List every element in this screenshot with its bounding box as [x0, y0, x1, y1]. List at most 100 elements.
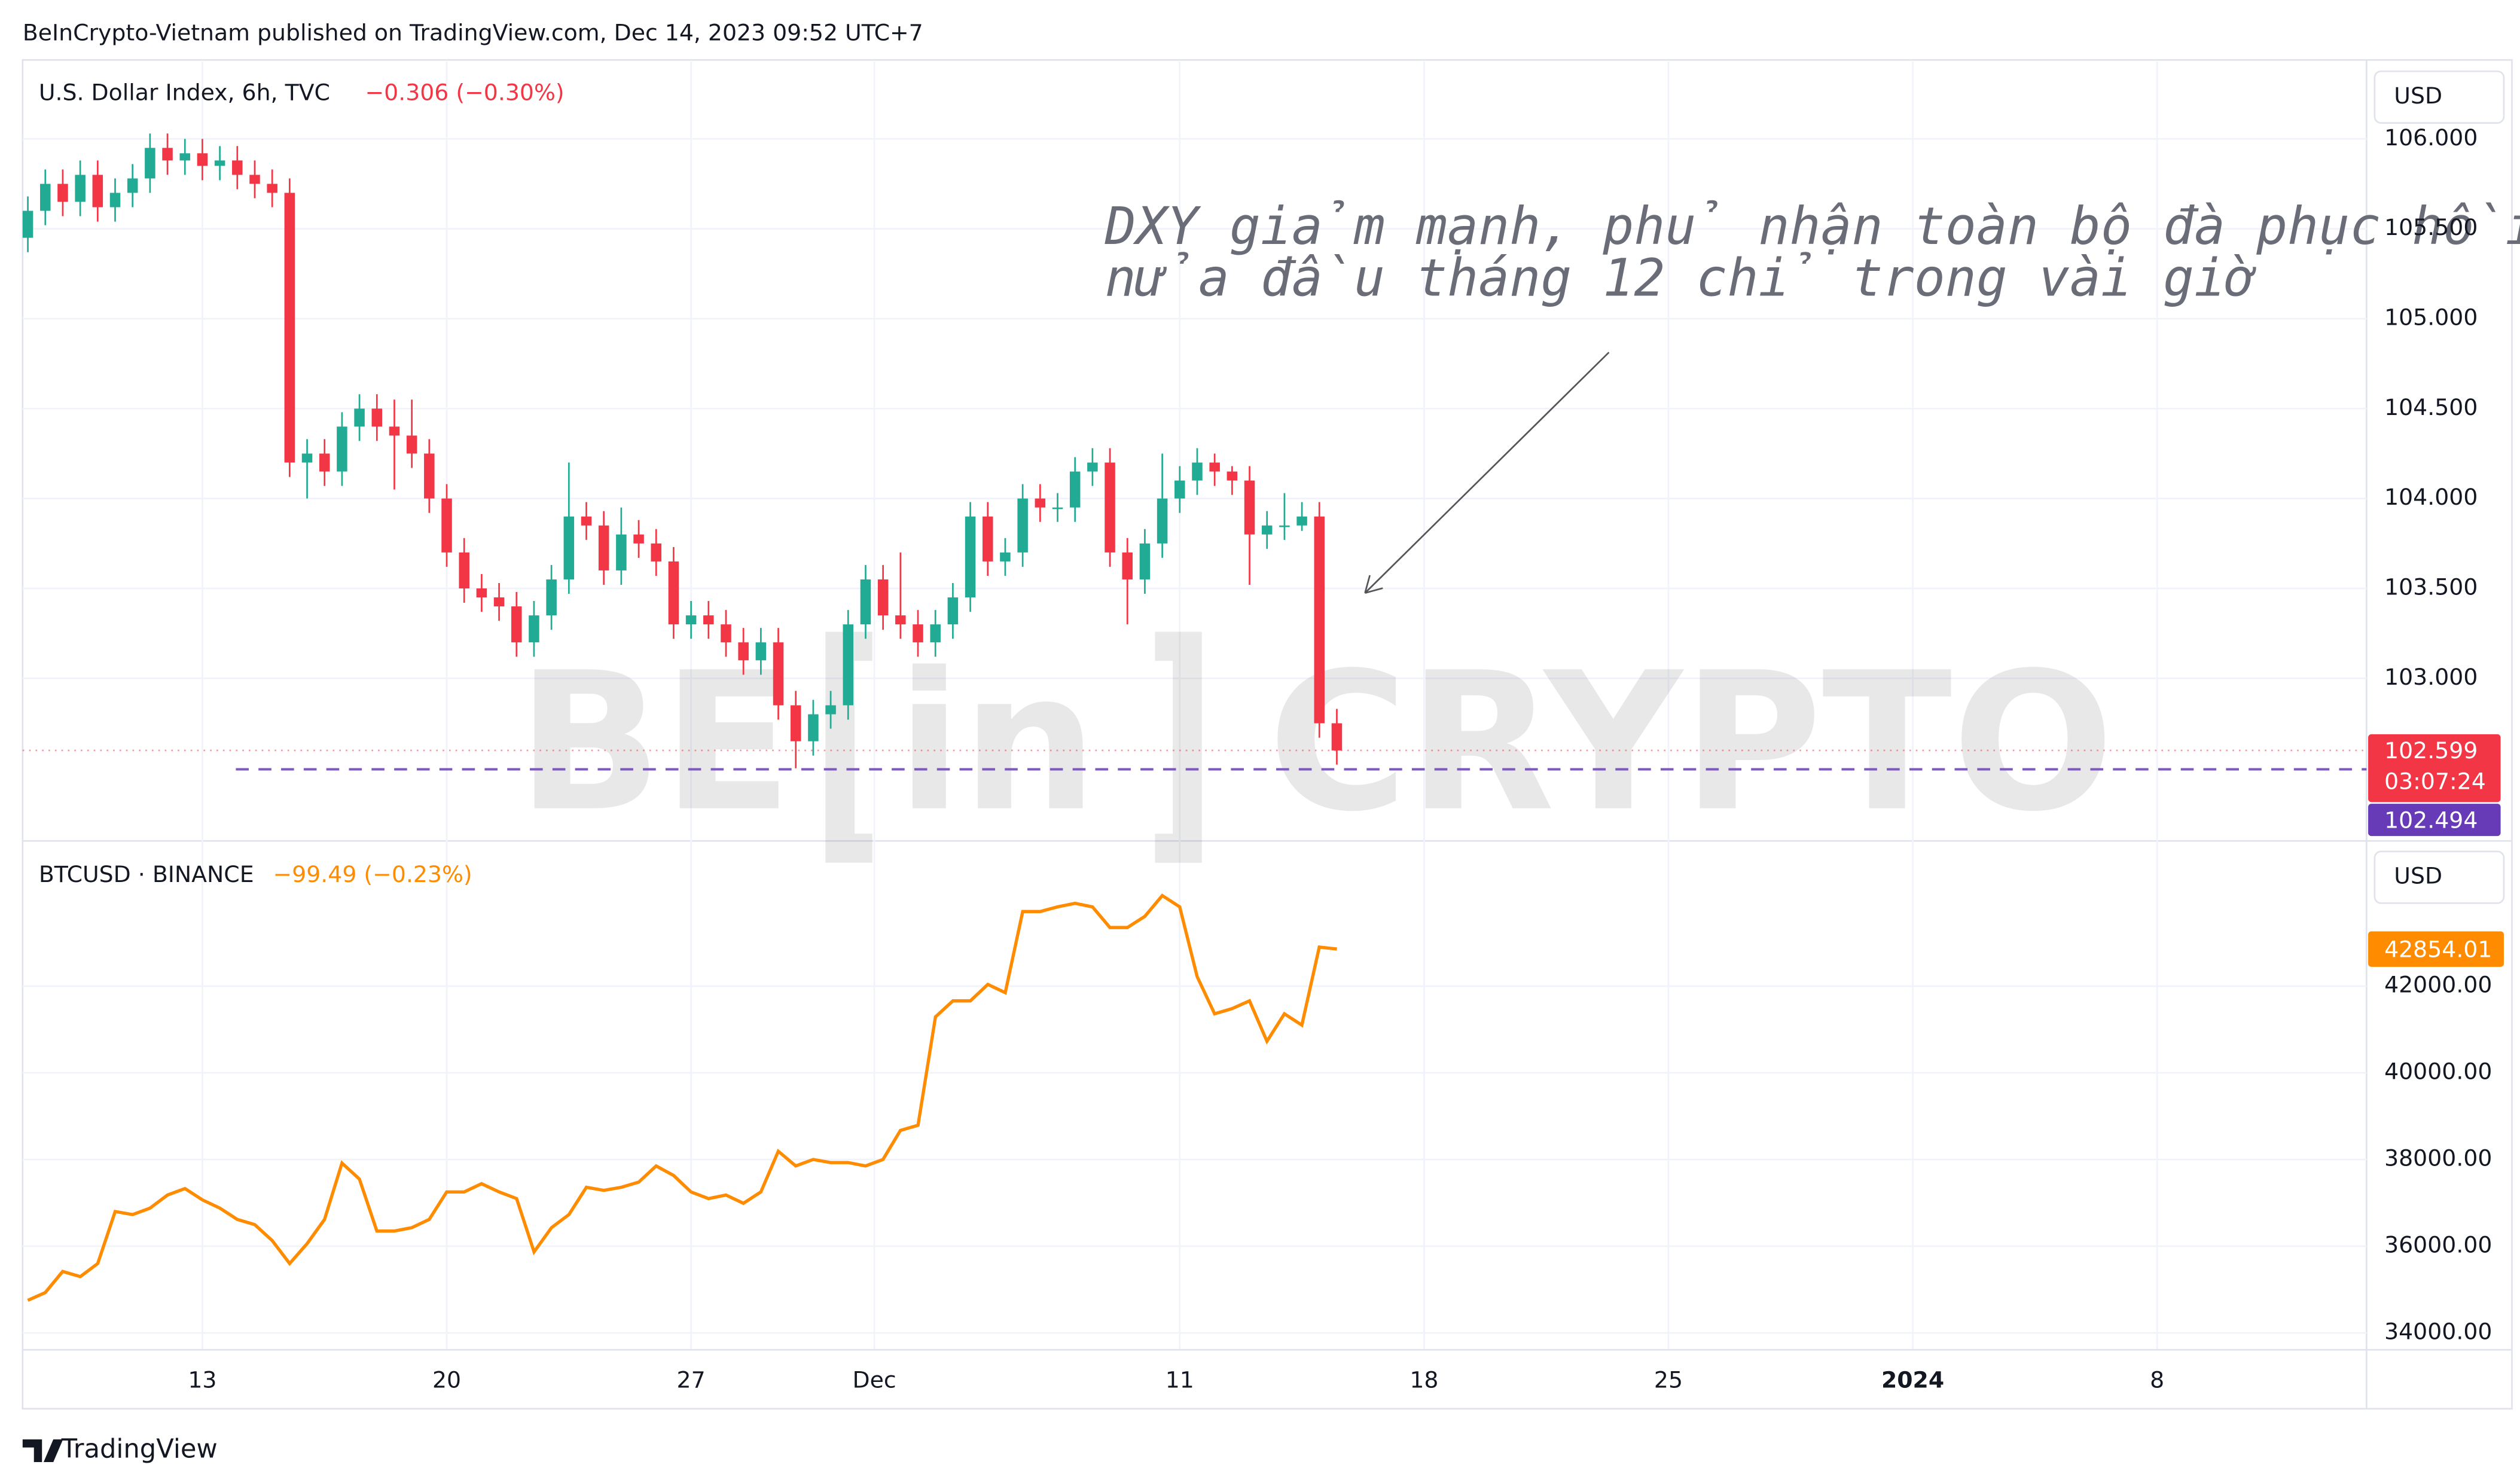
candle-body — [651, 543, 661, 562]
x-tick-label: 25 — [1654, 1366, 1683, 1393]
candle-body — [633, 534, 644, 544]
candle-body — [1069, 471, 1081, 508]
candle-body — [721, 624, 731, 643]
price-tag — [2368, 804, 2501, 837]
candle-body — [301, 453, 313, 463]
candle-body — [843, 624, 854, 706]
annotation-arrow — [1364, 352, 1610, 594]
frame — [22, 59, 2513, 1410]
candle-body — [162, 148, 173, 161]
candle-body — [529, 615, 539, 643]
legend-change: −0.306 (−0.30%) — [365, 79, 564, 105]
y-tick-label: 103.500 — [2384, 574, 2478, 600]
candle-body — [1000, 552, 1011, 562]
candle-body — [145, 148, 155, 179]
candle-body — [127, 178, 138, 193]
x-tick-label: 20 — [432, 1366, 461, 1393]
candle-body — [284, 193, 295, 463]
watermark-text: CRYPTO — [1268, 632, 2115, 854]
candle-body — [1296, 516, 1307, 526]
y-tick-label: 36000.00 — [2384, 1232, 2492, 1258]
candle-body — [511, 606, 522, 643]
candle-body — [1157, 498, 1168, 544]
candle-body — [493, 597, 505, 607]
x-tick-label: 11 — [1166, 1366, 1194, 1393]
legend-title: BTCUSD · BINANCE — [39, 861, 254, 887]
candle-body — [755, 642, 767, 661]
candle-body — [930, 624, 941, 643]
candle-body — [808, 714, 819, 741]
candle-body — [790, 705, 801, 741]
candle-body — [57, 184, 68, 202]
header: BeInCrypto-Vietnam published on TradingV… — [23, 20, 923, 46]
candle-body — [1052, 507, 1063, 509]
candle-body — [703, 615, 714, 625]
logo — [22, 1439, 63, 1462]
candle-body — [1209, 462, 1220, 472]
candle-body — [877, 579, 889, 616]
x-tick-label: 2024 — [1881, 1366, 1944, 1393]
price-tag — [2368, 734, 2501, 802]
countdown: 03:07:24 — [2384, 768, 2486, 794]
candle-body — [1314, 516, 1325, 724]
candle-body — [1244, 480, 1255, 535]
candle-body — [232, 160, 243, 175]
candle-body — [982, 516, 993, 562]
candle-body — [109, 193, 121, 207]
candle-body — [1331, 723, 1343, 750]
candle-body — [1139, 543, 1151, 579]
footer: TradingView — [61, 1435, 218, 1464]
y-tick-label: 104.500 — [2384, 394, 2478, 420]
price-tag-label: 42854.01 — [2384, 936, 2492, 962]
candle-body — [179, 153, 190, 161]
candle-body — [389, 426, 400, 436]
x-tick-label: 27 — [677, 1366, 706, 1393]
currency-button[interactable] — [2373, 70, 2505, 124]
candle-body — [563, 516, 575, 579]
candle-body — [965, 516, 976, 598]
candle-body — [92, 175, 103, 207]
candle-body — [546, 579, 557, 616]
candle-body — [319, 453, 330, 472]
candle-body — [267, 184, 277, 193]
candle-body — [738, 642, 749, 661]
candle-body — [424, 453, 435, 499]
currency[interactable]: USD — [2394, 863, 2442, 889]
y-tick-label: 34000.00 — [2384, 1319, 2492, 1345]
plot — [22, 133, 2367, 1302]
currency[interactable]: USD — [2394, 83, 2442, 109]
candle-body — [773, 642, 784, 706]
y-tick-label: 38000.00 — [2384, 1145, 2492, 1171]
candle-body — [616, 534, 627, 570]
candle-body — [214, 160, 225, 166]
y-tick-label: 105.500 — [2384, 214, 2478, 240]
candle-body — [1279, 525, 1290, 527]
y-tick-label: 105.000 — [2384, 304, 2478, 330]
candle-body — [598, 525, 609, 570]
y-tick-label: 104.000 — [2384, 484, 2478, 510]
candle-body — [581, 516, 592, 526]
price-tag-label: 102.599 — [2384, 737, 2478, 764]
candle-body — [249, 175, 260, 184]
y-tick-label: 42000.00 — [2384, 972, 2492, 998]
y-tick-label: 103.000 — [2384, 664, 2478, 690]
currency-button[interactable] — [2373, 850, 2505, 904]
candle-body — [1261, 525, 1273, 535]
line-series — [27, 893, 1337, 1302]
x-tick-label: 13 — [188, 1366, 216, 1393]
watermark: BE in CRYPTO — [517, 631, 2115, 863]
candle-body — [1105, 462, 1115, 553]
candle-body — [1122, 552, 1133, 579]
x-tick-label: 18 — [1410, 1366, 1438, 1393]
price-tag-label: 102.494 — [2384, 807, 2478, 833]
y-tick-label: 106.000 — [2384, 124, 2478, 151]
candle-body — [947, 597, 959, 625]
candle-body — [371, 408, 383, 427]
candle-body — [406, 435, 417, 454]
candle-body — [197, 153, 208, 166]
candle-body — [1087, 462, 1098, 472]
candle-body — [860, 579, 871, 625]
annotation: DXY giảm mạnh, phủ nhận toàn bộ đà phục … — [1105, 197, 2520, 257]
candle-body — [354, 408, 365, 427]
candle-body — [1017, 498, 1028, 553]
